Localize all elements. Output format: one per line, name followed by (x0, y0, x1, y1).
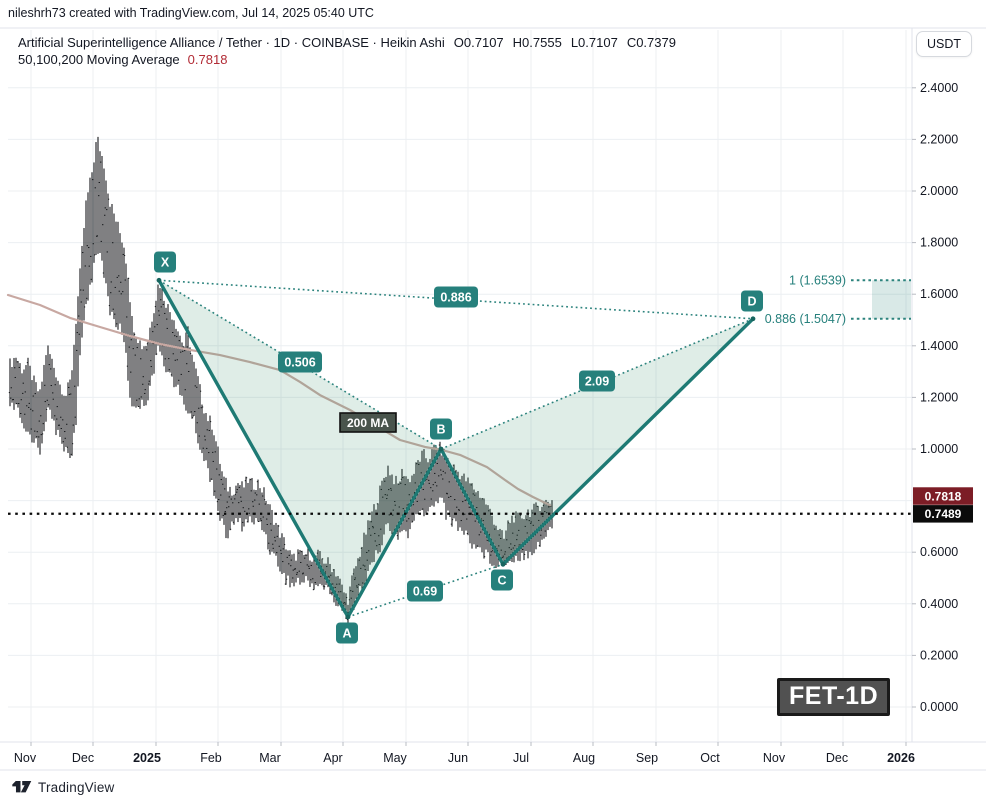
svg-text:D: D (747, 294, 756, 308)
chart-legend: Artificial Superintelligence Alliance / … (18, 34, 676, 68)
legend-symbol-row[interactable]: Artificial Superintelligence Alliance / … (18, 34, 676, 51)
last-price-badge (913, 505, 973, 523)
pattern-point-badge-c[interactable]: C (491, 569, 513, 591)
time-tick-label: Oct (700, 751, 720, 765)
price-tick-label: 1.2000 (920, 390, 958, 404)
target-lower-label: 0.886 (1.5047) (765, 312, 846, 326)
time-axis[interactable]: Nov Dec 2025 Feb Mar Apr May Jun Jul Aug Sep Oct Nov… (14, 742, 915, 765)
pattern-point-badge-x[interactable]: X (154, 251, 176, 273)
grid-lines (8, 30, 912, 742)
svg-text:0.7818: 0.7818 (925, 489, 962, 503)
price-tick-label: 0.6000 (920, 545, 958, 559)
time-tick-label: Aug (573, 751, 595, 765)
svg-text:B: B (436, 422, 445, 436)
svg-text:0.886: 0.886 (440, 290, 471, 304)
ohlc-close: C0.7379 (626, 35, 676, 50)
tradingview-logo-icon (12, 780, 32, 792)
ma-200-tag: 200 MA (339, 412, 397, 433)
time-tick-label: Apr (323, 751, 342, 765)
pattern-point-badge-a[interactable]: A (336, 622, 358, 644)
ohlc-open: O0.7107 (453, 35, 504, 50)
pattern-ratio-badge-0_69: 0.69 (407, 580, 443, 602)
price-tick-label: 2.0000 (920, 184, 958, 198)
time-tick-label: 2026 (887, 751, 915, 765)
time-tick-label: Nov (763, 751, 786, 765)
pattern-target-zone: 1 (1.6539) 0.886 (1.5047) (765, 273, 911, 326)
svg-text:0.506: 0.506 (284, 355, 315, 369)
svg-text:X: X (161, 255, 170, 269)
indicator-label: 50,100,200 Moving Average (18, 52, 180, 67)
price-tick-label: 0.2000 (920, 648, 958, 662)
time-tick-label: Jul (513, 751, 529, 765)
price-tick-label: 2.4000 (920, 81, 958, 95)
time-tick-label: Nov (14, 751, 37, 765)
svg-text:A: A (342, 626, 351, 640)
time-tick-label: Feb (200, 751, 222, 765)
price-tick-label: 1.6000 (920, 287, 958, 301)
time-tick-label: Jun (448, 751, 468, 765)
svg-text:200 MA: 200 MA (347, 416, 389, 430)
svg-text:C: C (497, 573, 506, 587)
pattern-ratio-badge-2_09: 2.09 (579, 370, 615, 392)
svg-text:2.09: 2.09 (585, 374, 609, 388)
currency-toggle-button[interactable]: USDT (916, 31, 972, 57)
ma-line-200 (6, 293, 552, 507)
tradingview-logo-text: TradingView (38, 780, 115, 795)
time-tick-label: Sep (636, 751, 658, 765)
time-tick-label: May (383, 751, 407, 765)
ohlc-low: L0.7107 (570, 35, 618, 50)
svg-text:0.7489: 0.7489 (925, 507, 962, 521)
price-tick-label: 1.4000 (920, 339, 958, 353)
time-tick-label: Mar (259, 751, 281, 765)
pattern-ratio-badge-0_506: 0.506 (278, 351, 322, 373)
pattern-point-badge-b[interactable]: B (430, 418, 452, 440)
target-upper-label: 1 (1.6539) (789, 273, 846, 287)
candlestick-bars (8, 136, 554, 623)
ohlc-high: H0.7555 (512, 35, 562, 50)
legend-indicator-row[interactable]: 50,100,200 Moving Average 0.7818 (18, 51, 676, 68)
pattern-ratio-badge-0_886: 0.886 (434, 286, 478, 308)
price-tick-label: 0.4000 (920, 597, 958, 611)
ma-value-price-badge (913, 487, 973, 505)
price-tick-label: 1.8000 (920, 236, 958, 250)
price-axis[interactable]: 0.0000 0.2000 0.4000 0.6000 1.0000 1.2000 1.40… (912, 81, 973, 714)
time-tick-label: Dec (826, 751, 848, 765)
price-tick-label: 1.0000 (920, 442, 958, 456)
time-tick-label: 2025 (133, 751, 161, 765)
price-tick-label: 0.0000 (920, 700, 958, 714)
svg-text:0.69: 0.69 (413, 584, 437, 598)
symbol-description: Artificial Superintelligence Alliance / … (18, 35, 445, 50)
time-tick-label: Dec (72, 751, 94, 765)
tradingview-logo[interactable]: TradingView (12, 780, 115, 795)
symbol-watermark-label[interactable]: FET-1D (777, 678, 891, 716)
price-tick-label: 2.2000 (920, 132, 958, 146)
attribution-bar: nileshrh73 created with TradingView.com,… (8, 6, 374, 20)
indicator-value: 0.7818 (187, 52, 228, 67)
pattern-point-badge-d[interactable]: D (741, 290, 763, 312)
